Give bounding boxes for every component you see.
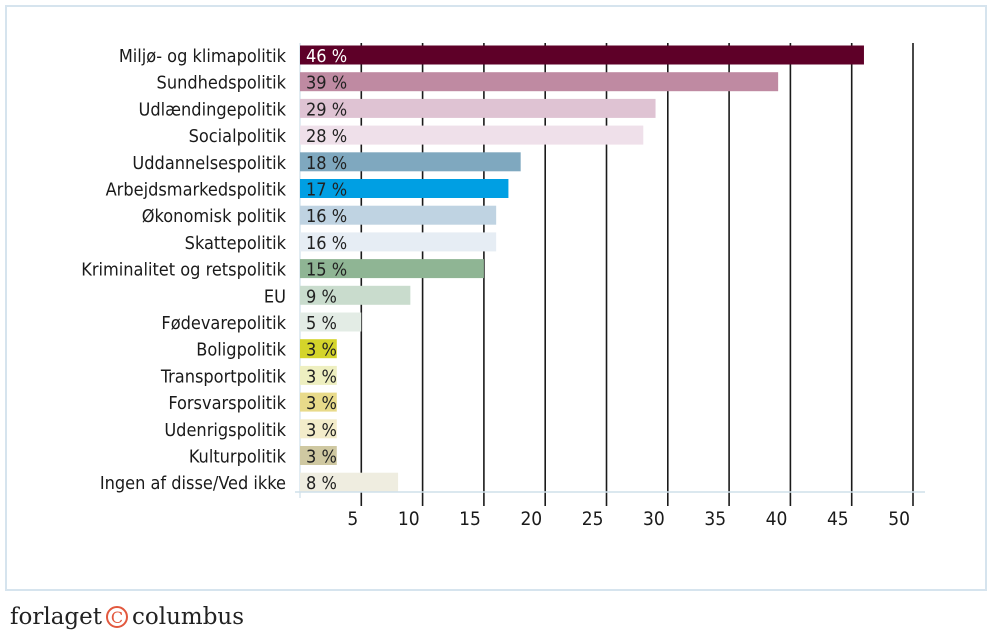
bar xyxy=(300,419,337,439)
category-label: Kulturpolitik xyxy=(189,447,287,468)
bar-value-label: 39 % xyxy=(306,73,347,94)
bar xyxy=(300,339,337,359)
bar-value-label: 28 % xyxy=(306,126,347,147)
chart-frame xyxy=(5,5,987,591)
bar-value-label: 15 % xyxy=(306,260,347,281)
category-label: EU xyxy=(264,286,286,307)
bar xyxy=(300,45,864,65)
bar xyxy=(300,125,644,145)
category-label: Transportpolitik xyxy=(160,366,287,387)
category-label: Udlændingepolitik xyxy=(138,99,286,120)
category-label: Arbejdsmarkedspolitik xyxy=(106,180,287,201)
category-label: Boligpolitik xyxy=(196,340,286,361)
category-label: Fødevarepolitik xyxy=(161,313,286,334)
bar xyxy=(300,312,362,332)
bar xyxy=(300,205,497,225)
bar-value-label: 5 % xyxy=(306,313,337,334)
bar xyxy=(300,259,484,279)
x-tick-label: 25 xyxy=(582,508,604,530)
bar xyxy=(300,285,411,305)
bar xyxy=(300,179,509,198)
x-tick-label: 40 xyxy=(766,508,788,530)
bar-value-label: 3 % xyxy=(306,420,337,441)
bar-chart: 46 % Miljø- og klimapolitik 39 % Sundhedspo… xyxy=(81,43,925,530)
x-tick-label: 10 xyxy=(398,508,420,530)
category-label: Socialpolitik xyxy=(189,126,287,147)
copyright-icon: C xyxy=(106,606,128,628)
bar-value-label: 3 % xyxy=(306,447,337,468)
bar-value-label: 16 % xyxy=(306,206,347,227)
bar-value-label: 8 % xyxy=(306,473,337,494)
x-tick-label: 20 xyxy=(520,508,542,530)
category-label: Sundhedspolitik xyxy=(157,73,287,94)
bar xyxy=(300,365,337,385)
x-tick-label: 30 xyxy=(643,508,665,530)
logo-text-left: forlaget xyxy=(10,604,102,630)
bar-value-label: 3 % xyxy=(306,393,337,414)
category-label: Ingen af disse/Ved ikke xyxy=(100,473,286,494)
category-label: Miljø- og klimapolitik xyxy=(119,46,287,67)
bar xyxy=(300,392,337,412)
category-label: Kriminalitet og retspolitik xyxy=(81,260,286,281)
x-tick-label: 5 xyxy=(347,508,358,530)
bar xyxy=(300,98,656,118)
bar-value-label: 29 % xyxy=(306,99,347,120)
x-tick-label: 50 xyxy=(888,508,910,530)
bar xyxy=(300,152,521,172)
category-label: Økonomisk politik xyxy=(142,206,287,227)
category-label: Forsvarspolitik xyxy=(168,393,286,414)
bar-value-label: 3 % xyxy=(306,366,337,387)
bar xyxy=(300,472,399,492)
x-tick-label: 45 xyxy=(827,508,849,530)
bar-value-label: 46 % xyxy=(306,46,347,67)
x-tick-label: 15 xyxy=(459,508,481,530)
bar-value-label: 9 % xyxy=(306,286,337,307)
publisher-logo: forlaget C columbus xyxy=(10,604,244,630)
x-tick-label: 35 xyxy=(704,508,726,530)
bar xyxy=(300,72,779,92)
category-label: Uddannelsespolitik xyxy=(132,153,286,174)
bar-value-label: 3 % xyxy=(306,340,337,361)
logo-text-right: columbus xyxy=(132,604,245,630)
bar xyxy=(300,446,337,465)
bar-value-label: 17 % xyxy=(306,180,347,201)
category-label: Skattepolitik xyxy=(185,233,287,254)
bar-value-label: 18 % xyxy=(306,153,347,174)
bar-value-label: 16 % xyxy=(306,233,347,254)
bar xyxy=(300,232,497,252)
category-label: Udenrigspolitik xyxy=(164,420,286,441)
